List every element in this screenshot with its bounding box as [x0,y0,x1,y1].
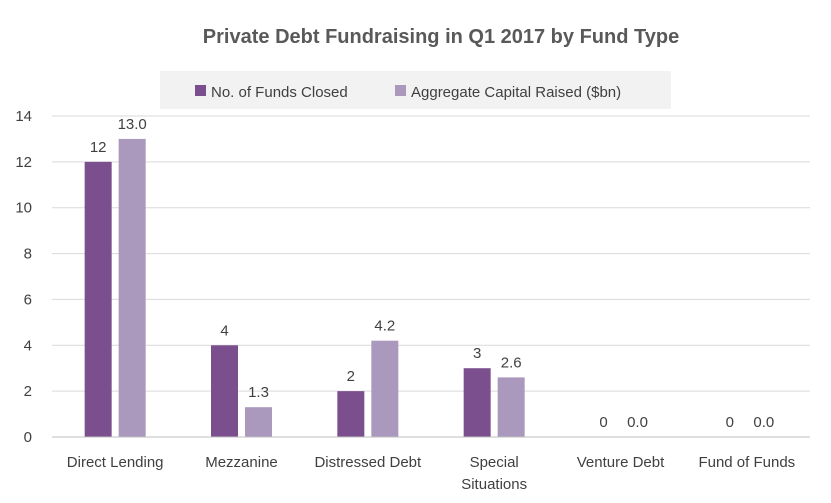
x-category-label: Direct Lending [67,454,164,471]
x-category-label: Special [470,454,519,471]
y-tick-label: 2 [24,383,32,400]
data-label: 0 [726,414,734,431]
x-category-label: Situations [461,476,527,493]
bar-funds-closed [337,391,365,437]
data-label: 12 [90,139,107,156]
legend-background [160,71,671,109]
legend-swatch-capital-raised [395,85,406,96]
data-label: 0 [599,414,607,431]
data-label: 3 [473,345,481,362]
data-label: 2 [347,368,355,385]
bars [84,138,525,437]
bar-funds-closed [463,368,491,437]
bar-capital-raised [118,138,146,437]
y-tick-label: 10 [15,200,32,217]
y-tick-label: 14 [15,108,32,125]
bar-funds-closed [211,345,238,437]
data-label: 13.0 [118,116,147,133]
bar-funds-closed [84,161,112,437]
bar-capital-raised [245,407,272,437]
chart-title: Private Debt Fundraising in Q1 2017 by F… [203,26,679,48]
x-category-label: Distressed Debt [314,454,422,471]
data-label: 2.6 [501,354,522,371]
y-axis-ticks: 0 2 4 6 8 10 12 14 [15,108,32,446]
data-label: 0.0 [753,414,774,431]
x-category-label: Venture Debt [577,454,665,471]
gridlines [52,115,810,392]
legend-label-capital-raised: Aggregate Capital Raised ($bn) [411,84,621,101]
bar-capital-raised [497,377,525,437]
legend: No. of Funds Closed Aggregate Capital Ra… [160,71,671,109]
data-label: 4 [220,322,228,339]
bar-capital-raised [371,340,399,437]
y-tick-label: 6 [24,291,32,308]
legend-label-funds-closed: No. of Funds Closed [211,84,348,101]
data-label: 1.3 [248,384,269,401]
y-tick-label: 12 [15,154,32,171]
data-labels: 12 13.0 4 1.3 2 4.2 3 2.6 0 0.0 0 0.0 [90,116,774,431]
y-tick-label: 4 [24,337,32,354]
data-label: 0.0 [627,414,648,431]
data-label: 4.2 [374,318,395,335]
y-tick-label: 8 [24,246,32,263]
x-category-label: Fund of Funds [698,454,795,471]
x-category-label: Mezzanine [205,454,278,471]
x-axis-categories: Direct Lending Mezzanine Distressed Debt Sp… [67,454,795,493]
legend-swatch-funds-closed [195,85,206,96]
y-tick-label: 0 [24,429,32,446]
